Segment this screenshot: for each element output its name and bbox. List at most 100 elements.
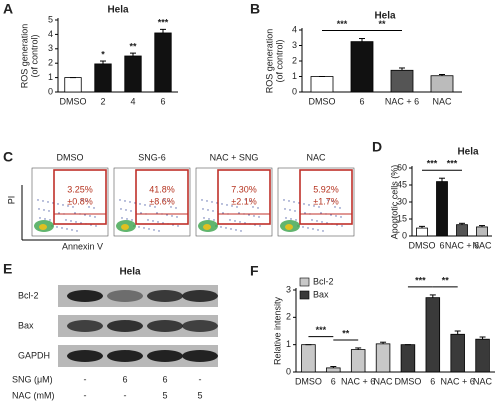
event-dot: [211, 201, 213, 203]
event-dot: [250, 200, 252, 202]
x-tick-label: DMSO: [60, 96, 87, 106]
event-dot: [119, 199, 121, 201]
event-dot: [65, 219, 67, 221]
protein-label: GAPDH: [18, 350, 50, 360]
event-dot: [148, 228, 150, 230]
condition-value: -: [84, 390, 87, 400]
event-dot: [294, 210, 296, 212]
plot-title: NAC: [306, 152, 326, 162]
event-dot: [212, 210, 214, 212]
percent: ±1.7%: [313, 196, 338, 206]
event-dot: [208, 218, 210, 220]
band: [67, 320, 103, 332]
event-dot: [285, 217, 287, 219]
x-tick-label: 6: [430, 376, 435, 386]
event-dot: [139, 203, 141, 205]
bar: [456, 224, 468, 237]
bar: [124, 55, 142, 93]
gate: [299, 169, 353, 225]
bar: [400, 344, 416, 373]
significance: ***: [415, 275, 426, 285]
error-bar: [380, 341, 387, 344]
event-dot: [66, 228, 68, 230]
event-dot: [307, 227, 309, 229]
y-tick-label: 0: [402, 230, 407, 240]
event-dot: [293, 201, 295, 203]
event-dot: [202, 208, 204, 210]
event-dot: [213, 219, 215, 221]
event-dot: [158, 230, 160, 232]
protein-label: Bax: [18, 320, 34, 330]
panel-letter: C: [3, 149, 13, 165]
event-dot: [131, 219, 133, 221]
event-dot: [252, 206, 254, 208]
band: [147, 350, 183, 362]
x-tick-label: 6: [439, 240, 444, 250]
y-tick-label: 1: [286, 339, 291, 349]
event-dot: [313, 205, 315, 207]
x-tick-label: NAC: [472, 240, 492, 250]
band: [67, 350, 103, 362]
event-dot: [288, 200, 290, 202]
y-axis-label: Relative intensity: [272, 296, 282, 365]
event-dot: [171, 215, 173, 217]
bar: [350, 41, 374, 93]
bar: [476, 226, 488, 237]
event-dot: [236, 206, 238, 208]
event-dot: [322, 230, 324, 232]
event-dot: [303, 203, 305, 205]
event-dot: [226, 204, 228, 206]
y-tick-label: 1: [292, 71, 297, 81]
x-tick-label: NAC + 6: [385, 96, 419, 106]
panel-letter: A: [3, 1, 13, 17]
event-dot: [222, 212, 224, 214]
event-dot: [43, 209, 45, 211]
event-dot: [316, 220, 318, 222]
event-dot: [156, 212, 158, 214]
event-dot: [340, 216, 342, 218]
error-bar: [479, 336, 486, 340]
event-dot: [163, 199, 165, 201]
gate: [135, 169, 189, 225]
x-tick-label: NAC + 6: [341, 376, 375, 386]
error-bar: [419, 225, 425, 229]
bar: [310, 76, 334, 93]
event-dot: [44, 218, 46, 220]
significance: **: [342, 328, 350, 338]
x-tick-label: 6: [331, 376, 336, 386]
event-dot: [258, 216, 260, 218]
error-bar: [479, 225, 485, 227]
panel-letter: D: [372, 139, 382, 155]
error-bar: [355, 347, 362, 350]
condition-value: 5: [162, 390, 167, 400]
band: [107, 320, 143, 332]
event-dot: [321, 221, 323, 223]
y-tick-label: 3: [292, 40, 297, 50]
event-dot: [152, 220, 154, 222]
event-dot: [121, 217, 123, 219]
event-dot: [229, 219, 231, 221]
significance: **: [378, 19, 386, 29]
y-axis-label: Apoptotic cells (%): [389, 165, 399, 240]
condition-label: SNG (μM): [12, 374, 53, 384]
event-dot: [42, 200, 44, 202]
event-dot: [207, 209, 209, 211]
event-dot: [327, 199, 329, 201]
bar: [416, 227, 428, 237]
event-dot: [284, 208, 286, 210]
bar: [430, 75, 454, 93]
condition-value: -: [84, 374, 87, 384]
condition-value: -: [124, 390, 127, 400]
condition-value: 5: [197, 390, 202, 400]
bar: [425, 297, 441, 373]
event-dot: [72, 206, 74, 208]
bar: [326, 367, 341, 373]
event-dot: [124, 200, 126, 202]
panel-letter: E: [3, 261, 12, 277]
event-dot: [140, 212, 142, 214]
event-dot: [149, 205, 151, 207]
population-core: [285, 224, 293, 230]
event-dot: [126, 218, 128, 220]
event-dot: [312, 228, 314, 230]
event-dot: [290, 218, 292, 220]
